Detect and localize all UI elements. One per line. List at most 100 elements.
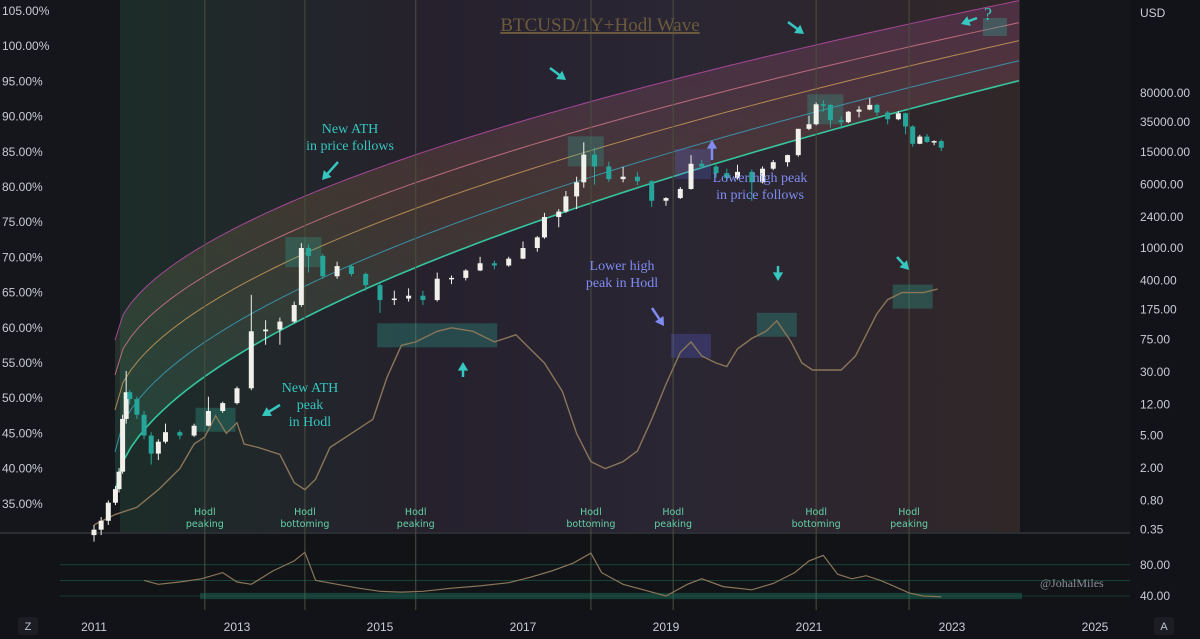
percent-tick-label: 50.00% xyxy=(2,391,43,405)
candle-body xyxy=(348,266,354,274)
annotation-text: in price follows xyxy=(306,139,394,154)
band-fill xyxy=(115,0,1019,492)
percent-tick-label: 65.00% xyxy=(2,286,43,300)
annotation-text: in Hodl xyxy=(289,415,332,430)
annotation-text: Lower high xyxy=(590,259,655,274)
chart-title: BTCUSD/1Y+Hodl Wave xyxy=(500,15,699,36)
time-axis[interactable]: 2011 2013 2015 2017 2019 2021 2023 2025 xyxy=(81,620,1109,634)
candle-body xyxy=(924,136,930,142)
hodl-wave-series xyxy=(93,288,938,526)
percent-tick-label: 100.00% xyxy=(2,39,50,53)
candle-body xyxy=(606,166,612,180)
candle-body xyxy=(363,273,369,286)
price-tick-label: 1000.00 xyxy=(1140,241,1184,255)
price-tick-label: 12.00 xyxy=(1140,398,1170,412)
candle-body xyxy=(248,331,254,389)
hodl-wave-line xyxy=(93,288,938,526)
auto-scale-button[interactable]: A xyxy=(1154,617,1174,635)
zoom-button[interactable]: Z xyxy=(18,617,38,635)
candle-body xyxy=(148,435,154,454)
price-tick-label: 30.00 xyxy=(1140,365,1170,379)
candle-body xyxy=(813,104,819,125)
candle-body xyxy=(506,258,512,266)
candle-body xyxy=(713,166,719,174)
arrow-head xyxy=(322,170,332,180)
annotations: New ATH in price follows New ATH peak in Hod… xyxy=(282,4,992,430)
candle-body xyxy=(306,248,311,256)
price-tick-label: 2400.00 xyxy=(1140,210,1184,224)
annotation-text: New ATH xyxy=(282,381,338,396)
era-label-line1: Hodl xyxy=(898,507,920,518)
band-curve xyxy=(114,22,1020,376)
arrow-shaft xyxy=(325,161,339,177)
candle-body xyxy=(263,329,269,332)
arrow-head xyxy=(262,407,272,416)
candle-body xyxy=(534,237,540,249)
candle-body xyxy=(420,295,426,301)
watermark: @JohalMiles xyxy=(1040,576,1104,590)
price-tick-label: 175.00 xyxy=(1140,303,1177,317)
percent-tick-label: 45.00% xyxy=(2,426,43,440)
era-label-line1: Hodl xyxy=(194,507,216,518)
candle-body xyxy=(134,399,140,415)
candle-body xyxy=(770,162,776,169)
percent-tick-label: 75.00% xyxy=(2,215,43,229)
right-axis-bg xyxy=(1130,0,1200,639)
year-tick-label: 2015 xyxy=(367,620,394,634)
year-tick-label: 2023 xyxy=(939,620,966,634)
candle-body xyxy=(177,432,183,436)
candle-body xyxy=(98,520,104,530)
annotation-text: New ATH xyxy=(322,122,378,137)
candle-body xyxy=(298,248,304,305)
oscillator-tick-label: 80.00 xyxy=(1140,558,1170,572)
svg-text:A: A xyxy=(1160,621,1168,633)
percent-tick-label: 95.00% xyxy=(2,74,43,88)
cycle-lines xyxy=(204,0,910,610)
candle-body xyxy=(127,392,133,400)
year-tick-label: 2021 xyxy=(796,620,823,634)
candle-body xyxy=(541,217,547,238)
candle-body xyxy=(688,163,694,189)
candle-body xyxy=(910,126,916,144)
price-tick-label: 0.80 xyxy=(1140,493,1164,507)
right-axis-price[interactable]: 80000.00 35000.00 15000.00 6000.00 2400.00 10… xyxy=(1140,86,1190,537)
percent-tick-label: 70.00% xyxy=(2,250,43,264)
era-label-line1: Hodl xyxy=(405,507,427,518)
candle-body xyxy=(556,211,562,218)
candle-body xyxy=(838,120,844,123)
candle-body xyxy=(120,418,126,472)
hodl-peak-box xyxy=(671,333,712,358)
band-curve xyxy=(114,60,1020,453)
hodl-peak-box xyxy=(377,323,498,348)
candle-body xyxy=(649,181,655,201)
percent-tick-label: 85.00% xyxy=(2,145,43,159)
oscillator-pane-bg xyxy=(0,534,1130,612)
era-labels: HodlpeakingHodlbottomingHodlpeakingHodlb… xyxy=(186,507,928,530)
arrow-head xyxy=(706,140,718,149)
candle-body xyxy=(760,168,766,183)
hodl-peak-box xyxy=(892,284,933,309)
candle-body xyxy=(795,128,801,156)
era-label-line2: peaking xyxy=(890,519,928,530)
candle-body xyxy=(620,176,626,180)
candle-body xyxy=(277,321,283,330)
band-curve xyxy=(114,40,1020,411)
candle-body xyxy=(520,248,526,259)
candle-body xyxy=(917,136,923,144)
candle-body xyxy=(699,163,705,167)
currency-label: USD xyxy=(1140,6,1166,20)
candle-body xyxy=(903,113,909,127)
era-label-line2: bottoming xyxy=(280,519,329,530)
candle-body xyxy=(105,502,111,521)
candle-body xyxy=(592,154,597,167)
candle-body xyxy=(406,295,412,299)
arrow-head xyxy=(961,16,971,26)
percent-tick-label: 35.00% xyxy=(2,497,43,511)
arrow-head xyxy=(899,260,909,270)
candle-body xyxy=(377,285,383,301)
era-label-line2: peaking xyxy=(654,519,692,530)
candle-body xyxy=(827,104,833,121)
candle-body xyxy=(663,198,669,201)
oscillator-tick-label: 40.00 xyxy=(1140,589,1170,603)
candle-body xyxy=(820,104,826,106)
